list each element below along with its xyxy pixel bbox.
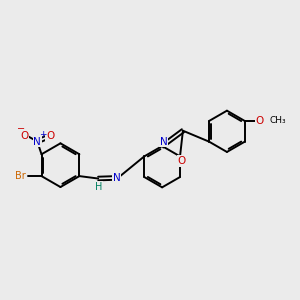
Text: O: O [256,116,264,126]
Text: N: N [33,136,41,146]
Text: Br: Br [15,171,26,181]
Text: N: N [160,136,167,146]
Text: CH₃: CH₃ [270,116,286,125]
Text: +: + [39,130,46,139]
Text: N: N [112,173,120,183]
Text: O: O [177,156,186,166]
Text: −: − [16,124,25,134]
Text: H: H [95,182,103,192]
Text: O: O [46,131,54,141]
Text: O: O [20,131,29,141]
